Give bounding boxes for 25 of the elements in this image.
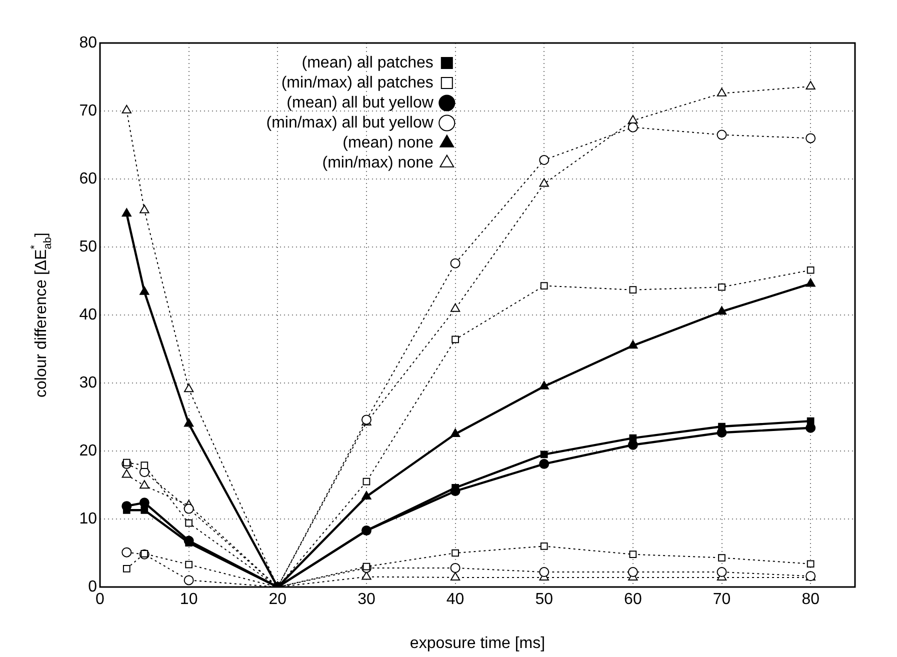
y-tick-label: 40	[79, 306, 98, 324]
legend-label: (min/max) none	[322, 154, 434, 172]
x-tick-label: 50	[535, 591, 554, 608]
x-tick-label: 70	[712, 591, 731, 608]
x-tick-label: 30	[358, 591, 376, 608]
legend-label: (mean) none	[342, 134, 434, 152]
legend-label: (min/max) all patches	[281, 74, 434, 92]
y-axis-title: colour difference [ΔE*ab]	[29, 232, 54, 398]
y-tick-label: 10	[79, 510, 98, 528]
legend-label: (mean) all patches	[302, 54, 434, 72]
x-axis-title: exposure time [ms]	[410, 634, 546, 652]
legend-label: (mean) all but yellow	[286, 94, 434, 112]
x-tick-label: 80	[802, 591, 820, 608]
y-tick-label: 0	[88, 578, 98, 596]
y-tick-label: 30	[79, 374, 98, 392]
y-tick-label: 80	[79, 34, 98, 52]
x-tick-label: 20	[268, 591, 287, 608]
x-tick-label: 60	[624, 591, 642, 608]
y-tick-label: 70	[79, 102, 98, 120]
x-tick-label: 40	[446, 591, 464, 608]
y-tick-label: 60	[79, 170, 98, 188]
legend-label: (min/max) all but yellow	[266, 114, 434, 132]
x-tick-label: 10	[180, 591, 198, 608]
y-tick-label: 50	[79, 238, 98, 256]
y-tick-label: 20	[79, 442, 98, 460]
